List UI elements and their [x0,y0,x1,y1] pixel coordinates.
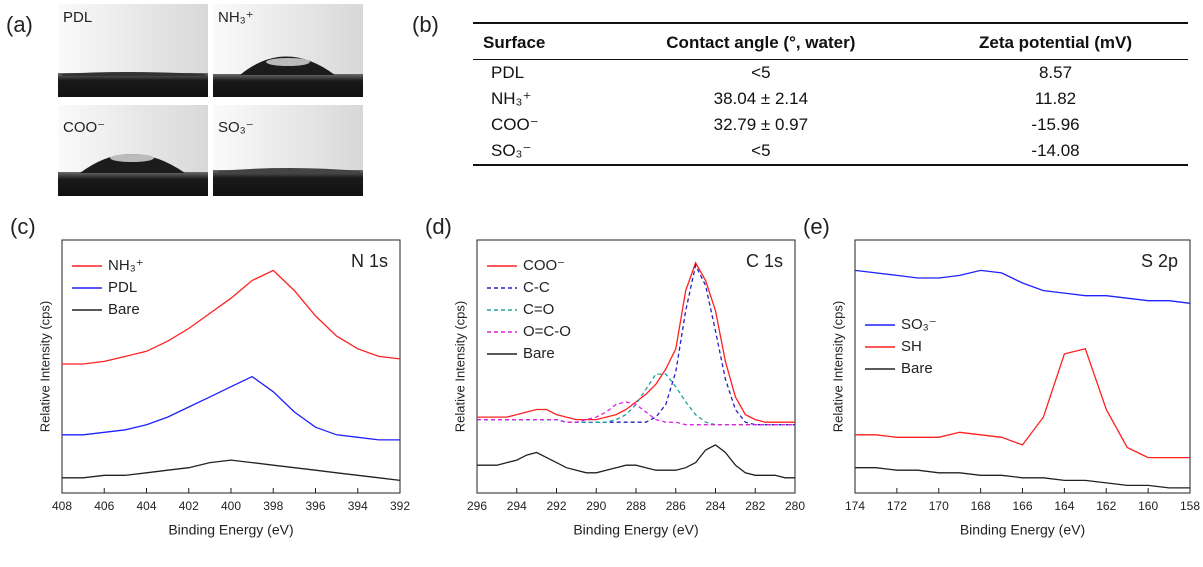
panel-label: (b) [412,12,439,37]
x-axis-label: Binding Energy (eV) [168,522,293,538]
table-cell: PDL [491,63,525,82]
table-cell: COO⁻ [491,115,539,134]
x-tick-label: 158 [1180,499,1200,513]
x-tick-label: 282 [745,499,765,513]
legend-label: Bare [523,345,555,362]
x-tick-label: 294 [507,499,527,513]
legend-label: SH [901,338,922,355]
spectrum-line [62,269,401,365]
x-axis-label: Binding Energy (eV) [960,522,1085,538]
legend-label: Bare [901,360,933,377]
x-tick-label: 292 [546,499,566,513]
y-axis-label: Relative Intensity (cps) [37,301,52,433]
panel-label: (c) [10,214,36,239]
x-tick-label: 408 [52,499,72,513]
droplet-photo [213,4,363,97]
table-cell: -14.08 [923,138,1188,166]
legend-label: Bare [108,301,140,318]
panel-label: (a) [6,12,33,37]
table-cell: SO₃⁻ [473,138,599,166]
table-cell: NH₃⁺ [491,89,532,108]
x-tick-label: 162 [1096,499,1116,513]
legend-label: O=C-O [523,323,571,340]
x-tick-label: 172 [887,499,907,513]
x-tick-label: 398 [263,499,283,513]
table-cell: -15.96 [1031,115,1080,134]
spectrum-line [477,401,795,426]
x-tick-label: 394 [348,499,368,513]
x-tick-label: 174 [845,499,865,513]
legend-label: C=O [523,301,554,318]
y-axis-label: Relative Intensity (cps) [830,301,845,433]
photo-label: PDL [63,9,92,26]
photo-label: NH₃⁺ [218,9,254,26]
table-cell: <5 [751,63,771,82]
spectrum-line [62,459,401,482]
droplet-photo [213,105,363,196]
x-tick-label: 396 [305,499,325,513]
legend-label: COO⁻ [523,257,565,274]
x-tick-label: 392 [390,499,410,513]
legend-label: C-C [523,279,550,296]
legend-label: NH₃⁺ [108,257,144,274]
x-tick-label: 286 [666,499,686,513]
photo-label: SO₃⁻ [218,119,254,136]
x-tick-label: 400 [221,499,241,513]
annotation: S 2p [1141,251,1178,271]
property-table: Surface Contact angle (°, water) Zeta po… [473,22,1188,166]
y-axis-label: Relative Intensity (cps) [452,301,467,433]
x-axis-label: Binding Energy (eV) [573,522,698,538]
x-tick-label: 296 [467,499,487,513]
table-cell: 32.79 ± 0.97 [713,115,809,134]
x-tick-label: 406 [94,499,114,513]
x-tick-label: 164 [1054,499,1074,513]
table-cell: 8.57 [1038,63,1073,82]
spectrum-line [855,348,1190,459]
table-cell: 11.82 [1034,89,1077,108]
x-tick-label: 288 [626,499,646,513]
legend-label: SO₃⁻ [901,316,937,333]
plot-frame [476,239,796,494]
x-tick-label: 402 [179,499,199,513]
plot-frame [61,239,401,494]
photo-label: COO⁻ [63,119,105,136]
x-tick-label: 284 [705,499,725,513]
x-tick-label: 280 [785,499,805,513]
table-cell: <5 [598,138,924,166]
panel-label: (d) [425,214,452,239]
droplet-photo [58,4,208,97]
table-cell: 38.04 ± 2.14 [713,89,809,108]
table-header: Surface [473,22,599,60]
spectrum-line [62,375,400,441]
spectrum-line [477,373,795,426]
table-header: Zeta potential (mV) [923,22,1188,60]
x-tick-label: 168 [971,499,991,513]
panel-label: (e) [803,214,830,239]
x-tick-label: 160 [1138,499,1158,513]
annotation: C 1s [746,251,783,271]
spectrum-line [855,467,1190,489]
droplet-photo [58,105,208,196]
x-tick-label: 404 [136,499,156,513]
spectrum-line [477,444,795,479]
x-tick-label: 290 [586,499,606,513]
spectrum-line [854,269,1191,304]
table-header: Contact angle (°, water) [598,22,924,60]
legend-label: PDL [108,279,137,296]
spectrum-line [477,261,795,423]
x-tick-label: 170 [929,499,949,513]
x-tick-label: 166 [1012,499,1032,513]
annotation: N 1s [351,251,388,271]
